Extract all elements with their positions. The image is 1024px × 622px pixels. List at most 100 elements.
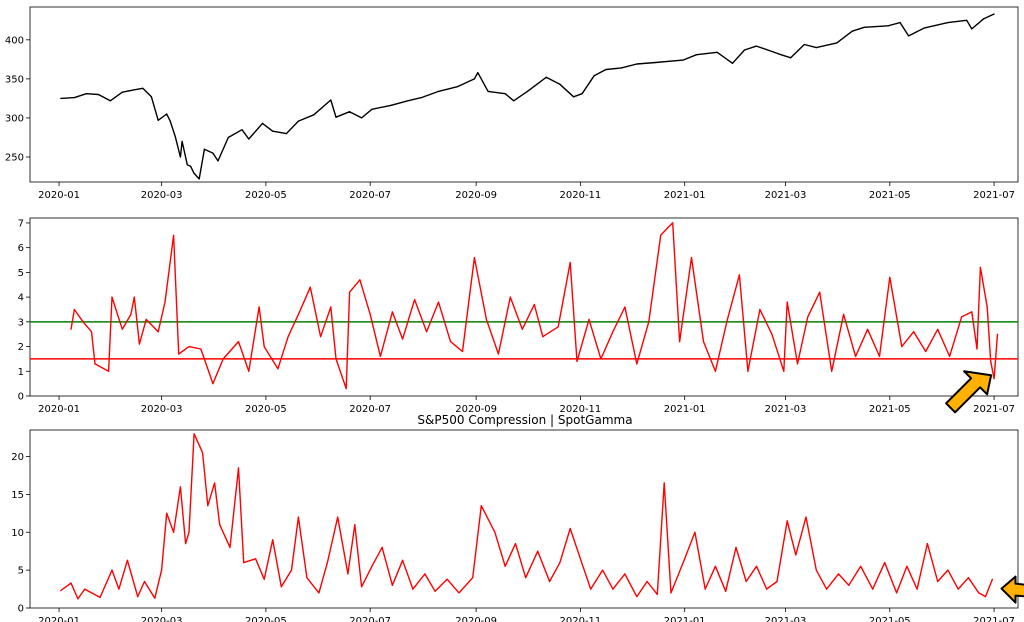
data-point	[672, 222, 674, 224]
data-point	[174, 136, 176, 138]
data-point	[559, 83, 561, 85]
data-point	[137, 596, 139, 598]
data-point	[337, 516, 339, 518]
x-tick-label: 2020-01	[38, 404, 80, 415]
data-point	[494, 531, 496, 533]
data-point	[133, 296, 135, 298]
annotation-arrow-icon	[945, 370, 993, 414]
data-point	[130, 313, 132, 315]
annotation-arrow-icon	[1000, 575, 1024, 604]
data-point	[771, 333, 773, 335]
data-point	[437, 90, 440, 92]
data-point	[477, 72, 479, 74]
data-point	[807, 316, 809, 318]
data-point	[243, 562, 245, 564]
data-point	[851, 30, 853, 32]
data-point	[73, 308, 75, 311]
data-point	[714, 370, 717, 372]
data-point	[576, 360, 578, 362]
data-point	[581, 93, 583, 95]
data-point	[796, 363, 799, 365]
data-point	[986, 306, 988, 308]
data-point	[878, 355, 881, 357]
data-point	[843, 313, 845, 315]
data-point	[805, 516, 807, 518]
y-tick-label: 1	[18, 367, 24, 378]
data-point	[150, 96, 152, 98]
data-point	[996, 333, 999, 335]
data-point	[203, 148, 205, 150]
x-tick-label: 2020-01	[38, 616, 80, 622]
data-point	[287, 336, 289, 338]
data-point	[449, 341, 452, 343]
x-tick-label: 2021-05	[869, 190, 911, 201]
data-point	[487, 90, 489, 92]
data-point	[593, 75, 595, 77]
data-point	[461, 350, 464, 353]
data-point	[704, 588, 706, 590]
data-point	[509, 296, 511, 298]
data-point	[795, 554, 797, 556]
series-line	[60, 13, 995, 180]
data-point	[726, 318, 729, 320]
data-point	[636, 63, 638, 65]
data-point	[306, 577, 308, 579]
y-tick-label: 6	[18, 243, 24, 254]
data-point	[670, 592, 672, 594]
data-point	[109, 100, 111, 102]
data-point	[390, 104, 392, 106]
data-point	[472, 577, 474, 579]
data-point	[776, 580, 778, 583]
y-tick-label: 3	[18, 317, 24, 328]
data-point	[790, 57, 792, 59]
x-tick-label: 2020-01	[38, 190, 80, 201]
data-point	[605, 68, 607, 71]
data-point	[660, 234, 662, 236]
x-tick-label: 2021-03	[765, 190, 807, 201]
data-point	[379, 355, 381, 357]
data-point	[667, 227, 669, 229]
data-point	[646, 580, 648, 583]
data-point	[82, 321, 84, 323]
data-point	[923, 27, 925, 29]
data-point	[222, 358, 224, 360]
data-point	[330, 99, 332, 101]
data-point	[957, 588, 959, 590]
data-point	[330, 306, 332, 308]
data-point	[173, 234, 175, 236]
data-point	[359, 279, 361, 281]
data-point	[241, 129, 243, 131]
data-point	[731, 62, 734, 64]
data-point	[143, 580, 146, 583]
x-tick-label: 2020-09	[455, 190, 497, 201]
data-point	[755, 565, 758, 567]
x-tick-label: 2020-03	[141, 616, 183, 622]
x-tick-label: 2021-01	[664, 404, 706, 415]
data-point	[747, 370, 749, 372]
data-point	[318, 592, 320, 594]
data-point	[696, 54, 698, 56]
data-point	[837, 573, 840, 575]
data-point	[602, 569, 604, 571]
data-point	[557, 326, 559, 328]
data-point	[97, 93, 99, 96]
y-tick-label: 20	[11, 452, 24, 463]
x-tick-label: 2020-07	[349, 404, 391, 415]
y-tick-label: 5	[18, 268, 24, 279]
x-tick-label: 2020-07	[349, 190, 391, 201]
data-point	[755, 45, 758, 47]
data-point	[545, 76, 547, 78]
data-point	[193, 433, 195, 435]
data-point	[118, 588, 120, 590]
x-tick-label: 2021-01	[664, 190, 706, 201]
data-point	[434, 590, 436, 592]
data-point	[212, 383, 214, 385]
data-point	[70, 328, 72, 330]
data-point	[569, 527, 571, 530]
data-point	[831, 370, 833, 372]
data-point	[473, 78, 475, 80]
data-point	[526, 90, 529, 92]
data-point	[542, 336, 544, 338]
data-point	[636, 363, 638, 365]
y-tick-label: 0	[18, 604, 24, 615]
